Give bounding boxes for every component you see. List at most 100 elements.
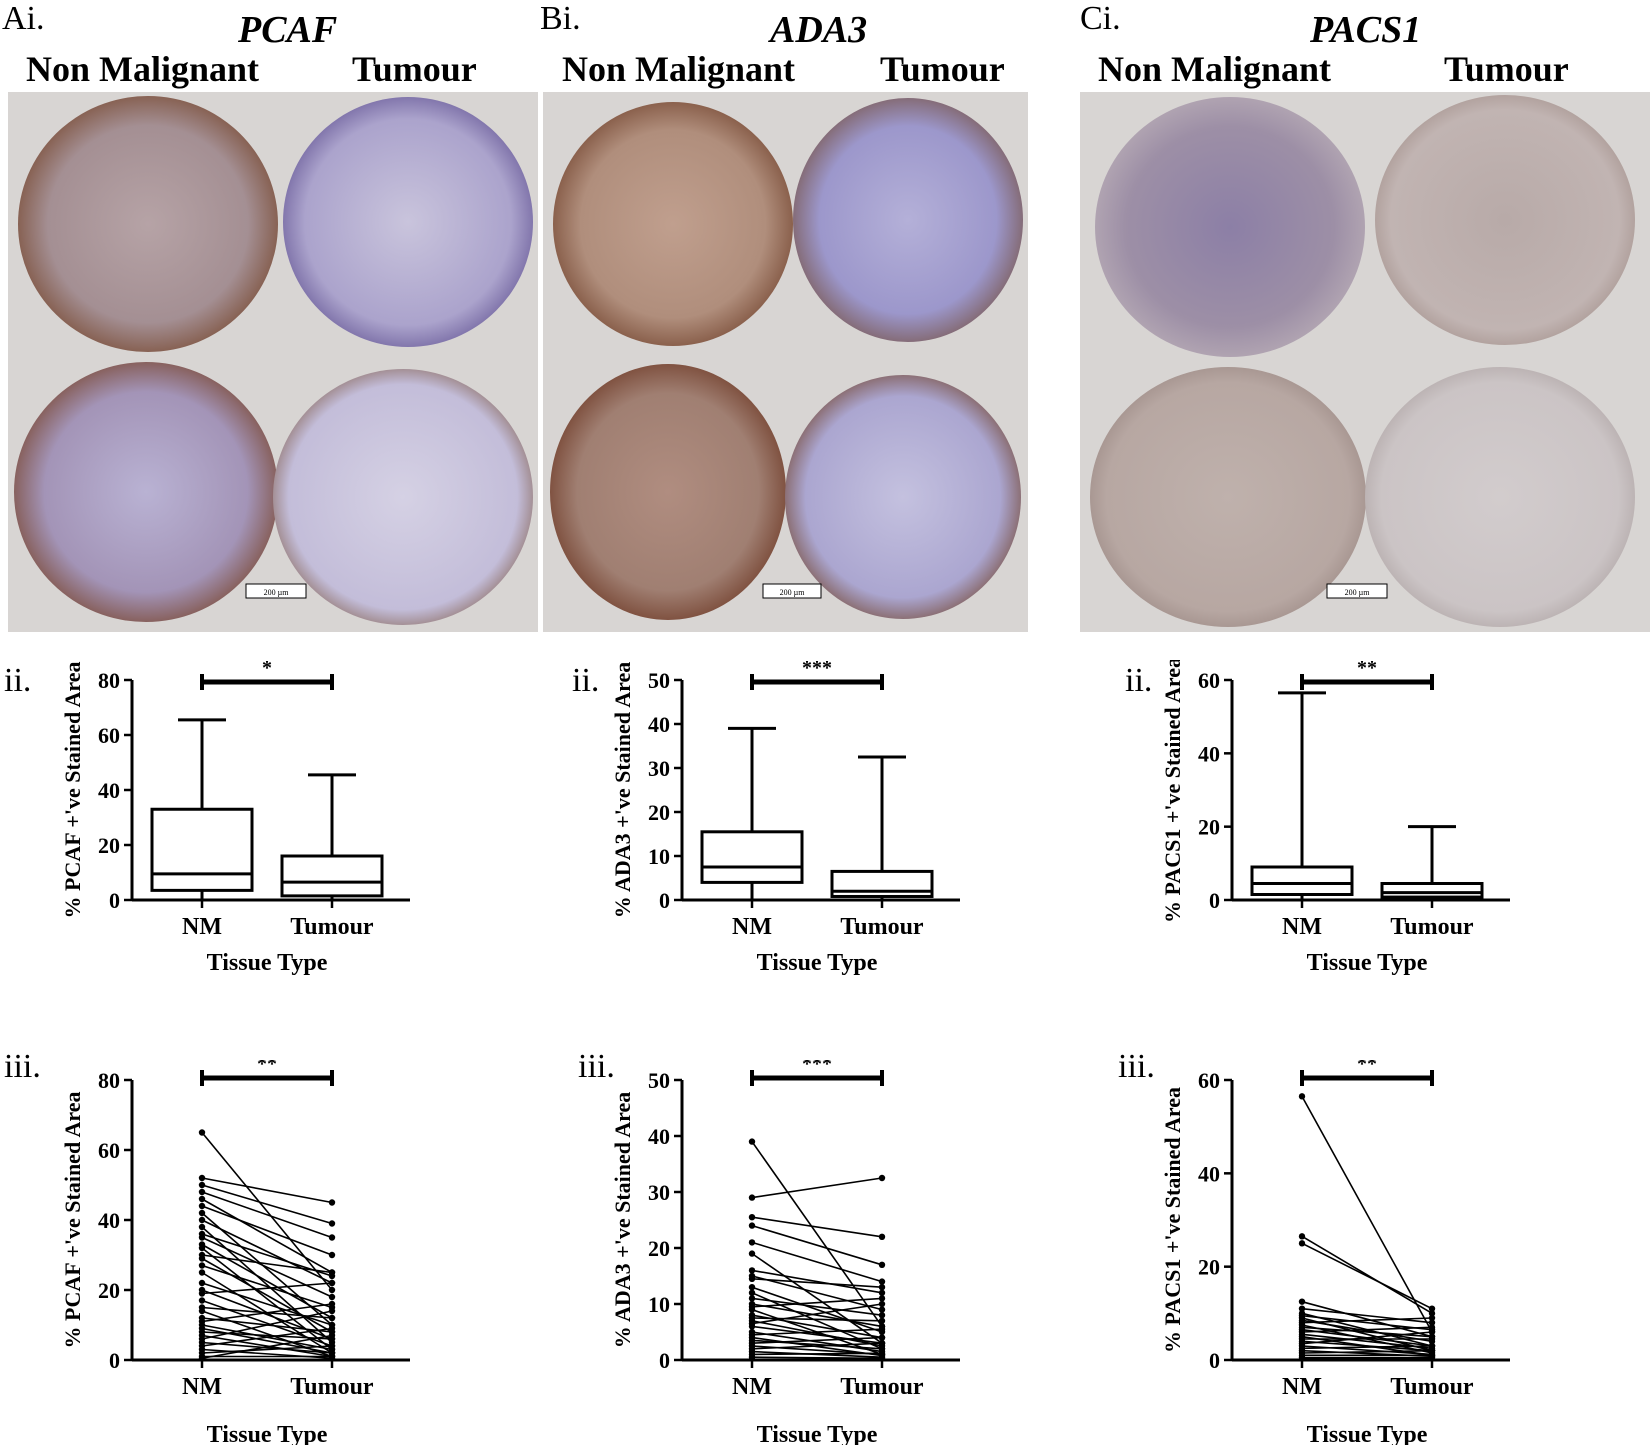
x-tick-label: NM xyxy=(732,914,772,940)
nm-point xyxy=(198,1216,206,1224)
nm-point xyxy=(198,1297,206,1304)
y-tick-label: 0 xyxy=(109,888,120,913)
nm-point xyxy=(748,1214,756,1221)
pair-line xyxy=(751,1320,883,1347)
core-tumour-bottom xyxy=(273,369,533,625)
x-tick-label: Tumour xyxy=(290,1374,373,1400)
pair-line xyxy=(201,1303,333,1323)
panel-b-gene: ADA3 xyxy=(770,9,868,51)
nm-point xyxy=(198,1181,206,1189)
nm-point xyxy=(198,1223,206,1231)
tumour-point xyxy=(328,1293,336,1301)
box xyxy=(700,830,804,884)
panel-a-col-right: Tumour xyxy=(352,49,477,89)
nm-point xyxy=(198,1202,206,1210)
scale-bar-label: 200 µm xyxy=(1345,588,1371,597)
pair-line xyxy=(751,1141,883,1327)
nm-point xyxy=(1298,1093,1306,1100)
pcaf-box-plot: 0 20 40 60 80 NM Tumour Tissue Type % PCAF +'ve … xyxy=(60,660,410,976)
tumour-point xyxy=(328,1279,336,1287)
pair-line xyxy=(751,1297,883,1308)
nm-point xyxy=(1298,1305,1306,1312)
y-axis-label: % PACS1 +'ve Stained Area xyxy=(1160,1087,1185,1353)
pair-line xyxy=(751,1342,883,1350)
nm-point xyxy=(748,1138,756,1145)
nm-point xyxy=(198,1174,206,1182)
pair-line xyxy=(751,1336,883,1344)
nm-point xyxy=(198,1129,206,1136)
x-tick-label: Tumour xyxy=(290,914,373,940)
pair-line xyxy=(1301,1331,1433,1345)
pair-line xyxy=(201,1243,333,1319)
pair-line xyxy=(201,1282,333,1295)
tumour-point xyxy=(878,1326,886,1333)
tumour-point xyxy=(1428,1319,1436,1326)
y-tick-label: 80 xyxy=(98,668,120,693)
significance-stars: *** xyxy=(802,660,832,679)
tumour-point xyxy=(878,1233,886,1240)
tumour-point xyxy=(1428,1354,1436,1361)
pair-line xyxy=(1301,1345,1433,1350)
pair-line xyxy=(1301,1340,1433,1352)
panel-a-micrograph: 200 µm xyxy=(8,92,538,632)
significance-stars: ** xyxy=(1357,1060,1377,1075)
nm-point xyxy=(198,1269,206,1276)
tumour-point xyxy=(328,1300,336,1308)
y-axis-label: % PCAF +'ve Stained Area xyxy=(60,662,85,919)
panel-c-gene: PACS1 xyxy=(1310,9,1422,51)
pair-line xyxy=(751,1325,883,1344)
box xyxy=(1380,882,1484,899)
pair-line xyxy=(1301,1319,1433,1343)
y-tick-label: 0 xyxy=(109,1348,120,1373)
tumour-point xyxy=(878,1278,886,1285)
y-axis-label: % ADA3 +'ve Stained Area xyxy=(610,1092,635,1349)
y-tick-label: 40 xyxy=(98,778,120,803)
tumour-point xyxy=(1428,1342,1436,1350)
panel-c-micrograph-svg: 200 µm xyxy=(1090,95,1635,627)
pair-line xyxy=(201,1310,333,1340)
core-nm-top xyxy=(553,102,793,346)
nm-point xyxy=(748,1267,756,1274)
core-tumour-bottom xyxy=(1365,367,1635,627)
nm-point xyxy=(198,1244,206,1252)
nm-point xyxy=(198,1355,206,1362)
panel-b-col-left: Non Malignant xyxy=(562,49,796,89)
y-tick-label: 60 xyxy=(1198,1068,1220,1093)
tumour-point xyxy=(1428,1324,1436,1331)
pair-line xyxy=(201,1334,333,1358)
tumour-point xyxy=(328,1307,336,1315)
core-nm-bottom xyxy=(1090,367,1366,627)
y-tick-label: 20 xyxy=(98,833,120,858)
pair-line xyxy=(751,1241,883,1283)
tumour-point xyxy=(878,1174,886,1182)
pair-line xyxy=(751,1269,883,1294)
pair-line xyxy=(201,1327,333,1347)
tumour-point xyxy=(1428,1310,1436,1317)
pair-line xyxy=(201,1177,333,1204)
tumour-point xyxy=(328,1286,336,1294)
panel-a-gene: PCAF xyxy=(238,9,338,51)
nm-point xyxy=(748,1250,756,1257)
y-tick-label: 20 xyxy=(648,800,670,825)
box xyxy=(830,869,934,898)
y-tick-label: 60 xyxy=(98,1138,120,1163)
pair-line xyxy=(201,1226,333,1344)
y-tick-label: 60 xyxy=(1198,668,1220,693)
pair-line xyxy=(1301,1300,1433,1338)
tumour-point xyxy=(328,1251,336,1259)
pair-line xyxy=(201,1131,333,1291)
pair-line xyxy=(1301,1326,1433,1338)
pacs1-box-plot: 0 20 40 60 NM Tumour Tissue Type % PACS1 +'ve S… xyxy=(1160,660,1510,976)
scale-bar-label: 200 µm xyxy=(780,588,806,597)
nm-point xyxy=(198,1307,206,1315)
y-tick-label: 40 xyxy=(1198,741,1220,766)
significance-stars: * xyxy=(262,660,272,679)
tumour-point xyxy=(878,1306,886,1313)
y-tick-label: 40 xyxy=(648,712,670,737)
pair-line xyxy=(201,1264,333,1309)
y-tick-label: 80 xyxy=(98,1068,120,1093)
pacs1-paired-plot: 0 20 40 60 NM Tumour Tissue Type % PACS1 +'ve S… xyxy=(1160,1060,1510,1445)
pair-line xyxy=(201,1236,333,1298)
pair-line xyxy=(751,1292,883,1350)
panel-b-iii-label: iii. xyxy=(578,1048,615,1085)
